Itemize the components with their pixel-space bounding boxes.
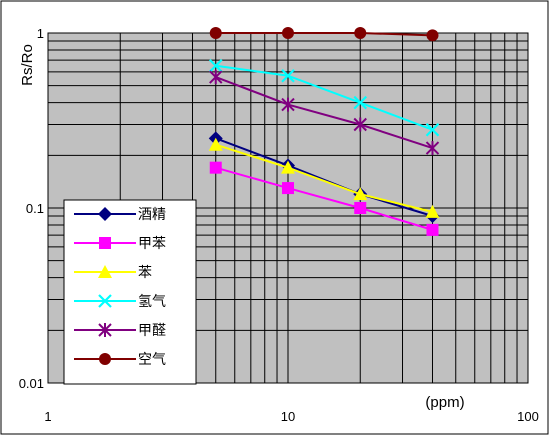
data-point: [353, 95, 368, 110]
legend-item: 苯: [74, 264, 152, 281]
data-point: [208, 58, 223, 73]
data-point: [354, 202, 367, 214]
x-axis-label: (ppm): [425, 394, 464, 411]
data-point: [209, 27, 222, 39]
series-line: [215, 166, 433, 231]
series-5: [209, 70, 440, 156]
legend-marker: [99, 237, 111, 249]
legend-box: [63, 199, 197, 385]
data-point: [426, 223, 439, 236]
series-line: [215, 137, 433, 217]
data-point: [425, 141, 440, 156]
legend-marker: [98, 294, 112, 308]
series-4: [208, 58, 440, 137]
tick-labels: 0.01 0.1 1 1 10 100: [19, 26, 539, 424]
series-line: [215, 76, 433, 150]
series-line: [215, 64, 433, 131]
legend-item: 空气: [74, 352, 166, 368]
data-point: [281, 68, 295, 83]
data-point: [209, 70, 223, 85]
data-point: [425, 122, 440, 137]
legend-label: 苯: [138, 264, 152, 281]
data-point: [281, 97, 295, 112]
legend-label: 甲醛: [138, 323, 166, 339]
data-point: [209, 161, 222, 174]
legend-label: 甲苯: [138, 235, 166, 252]
legend-label: 空气: [138, 352, 166, 368]
x-tick-label: 10: [281, 409, 295, 424]
legend-marker: [98, 207, 112, 221]
data-point: [426, 29, 439, 42]
y-tick-label: 0.1: [26, 201, 44, 216]
data-point: [208, 137, 223, 151]
series-6: [209, 27, 439, 42]
series-2: [209, 161, 439, 236]
data-point: [282, 182, 294, 195]
series-layer: [208, 27, 440, 236]
y-axis-label: Rs/Ro: [19, 44, 36, 86]
legend-item: 甲苯: [74, 235, 166, 252]
data-point: [353, 117, 367, 132]
data-point: [354, 27, 367, 39]
legend-label: 氢气: [138, 294, 166, 310]
data-point: [282, 27, 294, 39]
legend-marker: [98, 323, 112, 337]
y-tick-label: 0.01: [19, 376, 44, 391]
data-point: [281, 160, 295, 174]
legend-item: 氢气: [74, 294, 166, 310]
data-point: [425, 204, 440, 218]
series-line: [215, 32, 433, 37]
y-tick-label: 1: [37, 26, 44, 41]
legend-marker: [99, 353, 111, 365]
legend-marker: [98, 265, 112, 278]
series-3: [208, 137, 440, 218]
data-point: [353, 187, 368, 201]
series-line: [215, 143, 433, 213]
x-tick-label: 1: [44, 409, 51, 424]
legend-item: 酒精: [74, 207, 166, 223]
x-tick-label: 100: [517, 409, 539, 424]
legend-item: 甲醛: [74, 323, 166, 339]
legend-label: 酒精: [138, 207, 166, 223]
